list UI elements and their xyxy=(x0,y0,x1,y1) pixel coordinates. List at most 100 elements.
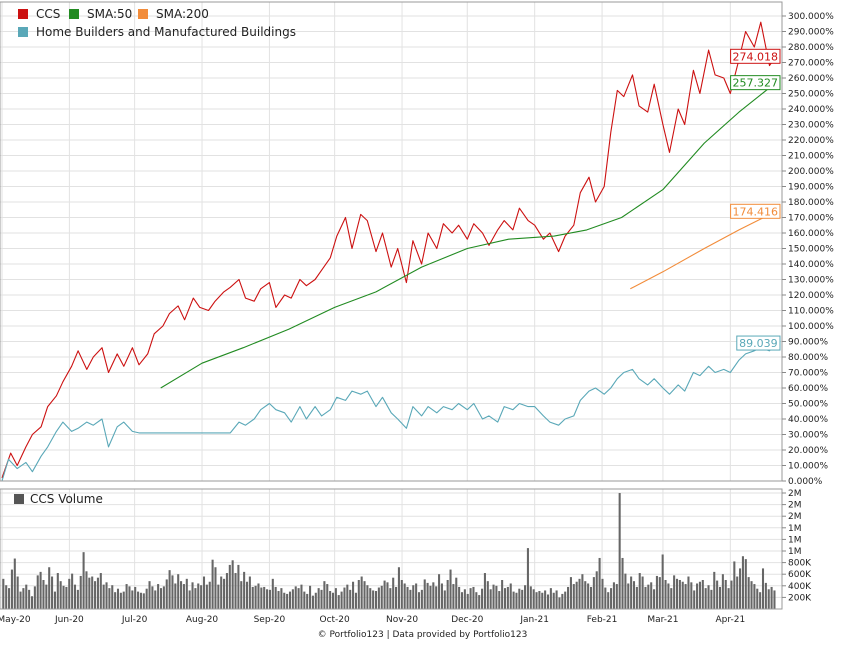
volume-bar xyxy=(271,578,274,609)
volume-bar xyxy=(612,582,615,609)
volume-bar xyxy=(759,592,762,609)
volume-bar xyxy=(546,594,550,609)
volume-bar xyxy=(509,583,512,609)
volume-bar xyxy=(248,576,251,609)
volume-bar xyxy=(266,589,269,609)
volume-bar xyxy=(122,591,125,609)
volume-bar xyxy=(159,588,163,609)
volume-y-tick-label: 200K xyxy=(788,593,812,603)
volume-bar xyxy=(661,554,664,609)
volume-bar xyxy=(575,581,578,609)
volume-bar xyxy=(486,581,489,609)
volume-bar xyxy=(423,579,426,609)
volume-bar xyxy=(208,581,211,609)
y-tick-label: 120.000% xyxy=(788,291,834,301)
volume-bar xyxy=(684,584,687,609)
legend-label: CCS xyxy=(36,7,60,21)
volume-bar xyxy=(88,577,91,609)
volume-bar xyxy=(458,586,461,609)
volume-bar xyxy=(724,580,727,609)
x-tick-label: Nov-20 xyxy=(386,615,418,625)
volume-bar xyxy=(220,576,223,609)
y-tick-label: 0.000% xyxy=(788,477,823,487)
volume-bar xyxy=(283,592,286,609)
volume-bar xyxy=(718,586,722,609)
volume-bar xyxy=(294,586,297,609)
volume-y-tick-label: 800K xyxy=(788,559,812,569)
volume-bar xyxy=(761,568,765,609)
volume-bar xyxy=(736,576,739,609)
volume-bar xyxy=(343,587,346,609)
y-tick-label: 40.000% xyxy=(788,415,828,425)
volume-bar xyxy=(231,560,234,609)
volume-bar xyxy=(286,593,289,609)
volume-bar xyxy=(595,571,598,609)
volume-bar xyxy=(128,586,131,609)
volume-bar xyxy=(102,584,105,609)
volume-bar xyxy=(85,571,88,609)
volume-bar xyxy=(426,582,429,609)
volume-bar xyxy=(650,582,653,609)
volume-bar xyxy=(2,578,5,609)
price-series xyxy=(1,21,777,482)
volume-bar xyxy=(696,583,699,609)
volume-bar xyxy=(151,586,154,609)
volume-bar xyxy=(492,584,495,609)
volume-bar xyxy=(380,585,383,609)
legend-swatch xyxy=(14,494,24,504)
volume-bar xyxy=(698,581,701,609)
volume-bar xyxy=(716,580,719,609)
volume-bar xyxy=(30,596,34,609)
volume-bar xyxy=(483,573,486,609)
volume-y-tick-label: 1M xyxy=(788,524,802,534)
volume-bar xyxy=(475,592,478,609)
volume-bar xyxy=(432,582,435,609)
x-tick-label: Feb-21 xyxy=(587,615,618,625)
volume-bar xyxy=(512,591,515,609)
volume-bar xyxy=(56,573,59,609)
volume-bar xyxy=(455,577,458,609)
legend-label: SMA:200 xyxy=(156,7,209,21)
volume-bar xyxy=(773,590,776,609)
volume-bar xyxy=(690,582,693,609)
volume-bar xyxy=(260,587,263,609)
last-value-box xyxy=(730,75,781,91)
x-tick-label: Jul-20 xyxy=(121,615,148,625)
volume-bar xyxy=(632,581,636,609)
volume-bar xyxy=(501,580,504,609)
volume-bar xyxy=(647,584,650,609)
volume-bar xyxy=(653,589,656,609)
legend-swatch xyxy=(138,9,148,19)
volume-bar xyxy=(142,593,145,609)
volume-bar xyxy=(498,591,501,609)
volume-bar xyxy=(521,589,524,609)
y-tick-label: 90.000% xyxy=(788,338,828,348)
volume-bar xyxy=(395,586,398,609)
volume-bar xyxy=(420,589,423,609)
volume-bar xyxy=(309,585,312,609)
x-tick-label: Apr-21 xyxy=(715,615,745,625)
volume-bar xyxy=(25,584,28,609)
volume-bar xyxy=(174,583,177,609)
volume-bar xyxy=(16,576,19,609)
volume-bar xyxy=(372,590,375,609)
volume-bar xyxy=(165,579,168,609)
volume-bar xyxy=(567,586,570,609)
volume-bar xyxy=(678,580,681,609)
volume-bar xyxy=(254,585,257,609)
y-tick-label: 20.000% xyxy=(788,446,828,456)
volume-bar xyxy=(99,573,102,609)
volume-bar xyxy=(409,589,412,609)
volume-bar xyxy=(194,588,197,609)
last-value-label: 257.327 xyxy=(730,75,781,91)
series-line-ccs xyxy=(1,21,777,479)
volume-bar xyxy=(552,592,555,609)
y-tick-label: 240.000% xyxy=(788,105,834,115)
volume-bar xyxy=(435,586,438,609)
volume-bar xyxy=(33,586,36,609)
volume-bar xyxy=(750,581,753,609)
volume-bar xyxy=(314,592,317,609)
volume-bar xyxy=(440,583,443,609)
volume-bar xyxy=(82,552,85,609)
y-tick-label: 60.000% xyxy=(788,384,828,394)
